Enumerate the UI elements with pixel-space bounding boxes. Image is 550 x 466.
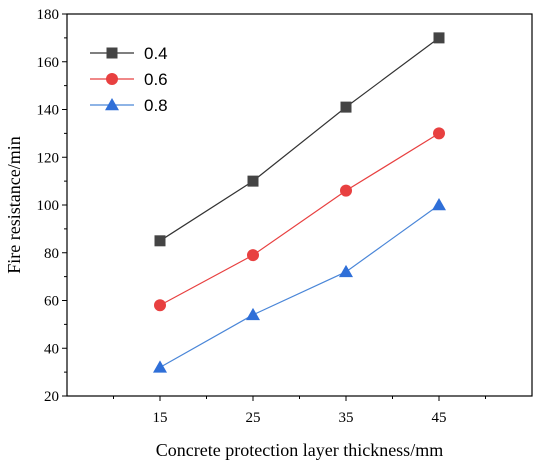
x-axis-title: Concrete protection layer thickness/mm — [156, 440, 443, 460]
data-point — [247, 249, 259, 262]
legend-label: 0.8 — [144, 96, 168, 115]
legend-item: 0.4 — [90, 44, 168, 63]
y-tick-label: 80 — [44, 246, 59, 262]
data-point — [247, 175, 259, 187]
y-tick-label: 160 — [37, 55, 60, 71]
y-tick-label: 120 — [37, 150, 60, 166]
x-tick-label: 15 — [153, 410, 168, 426]
series-0-8 — [153, 198, 446, 373]
legend-marker — [106, 47, 118, 59]
plot-border — [66, 13, 533, 397]
series-line — [159, 37, 440, 242]
series-0-4 — [154, 32, 445, 247]
x-tick-label: 45 — [432, 410, 447, 426]
data-point — [432, 198, 446, 211]
plot-frame — [66, 13, 533, 397]
legend-label: 0.6 — [144, 70, 168, 89]
data-point — [246, 307, 260, 321]
x-tick-label: 25 — [246, 410, 261, 426]
legend-marker — [105, 98, 119, 111]
y-tick-label: 180 — [37, 7, 60, 23]
data-point — [340, 184, 352, 197]
legend: 0.4 0.6 0.8 — [90, 44, 168, 115]
y-axis: 20 40 60 80 100 120 140 160 180 — [37, 7, 67, 405]
data-point — [153, 360, 167, 373]
series-line — [159, 132, 440, 306]
series-layer — [153, 32, 446, 373]
data-point — [433, 32, 445, 44]
y-tick-label: 20 — [44, 389, 59, 405]
x-tick-label: 35 — [339, 410, 354, 426]
x-axis: 15 25 35 45 — [113, 396, 486, 426]
data-point — [154, 235, 166, 247]
y-tick-label: 40 — [44, 341, 59, 357]
data-point — [339, 264, 353, 278]
legend-marker — [106, 73, 118, 85]
data-point — [154, 299, 166, 312]
series-line — [159, 204, 440, 368]
legend-item: 0.6 — [90, 70, 168, 89]
y-axis-title: Fire resistance/min — [4, 136, 24, 273]
data-point — [340, 101, 352, 113]
series-0-6 — [154, 127, 445, 312]
legend-label: 0.4 — [144, 44, 168, 63]
data-point — [433, 127, 445, 140]
y-tick-label: 60 — [44, 294, 59, 310]
y-tick-label: 100 — [37, 198, 60, 214]
y-tick-label: 140 — [37, 103, 60, 119]
legend-item: 0.8 — [90, 96, 168, 115]
